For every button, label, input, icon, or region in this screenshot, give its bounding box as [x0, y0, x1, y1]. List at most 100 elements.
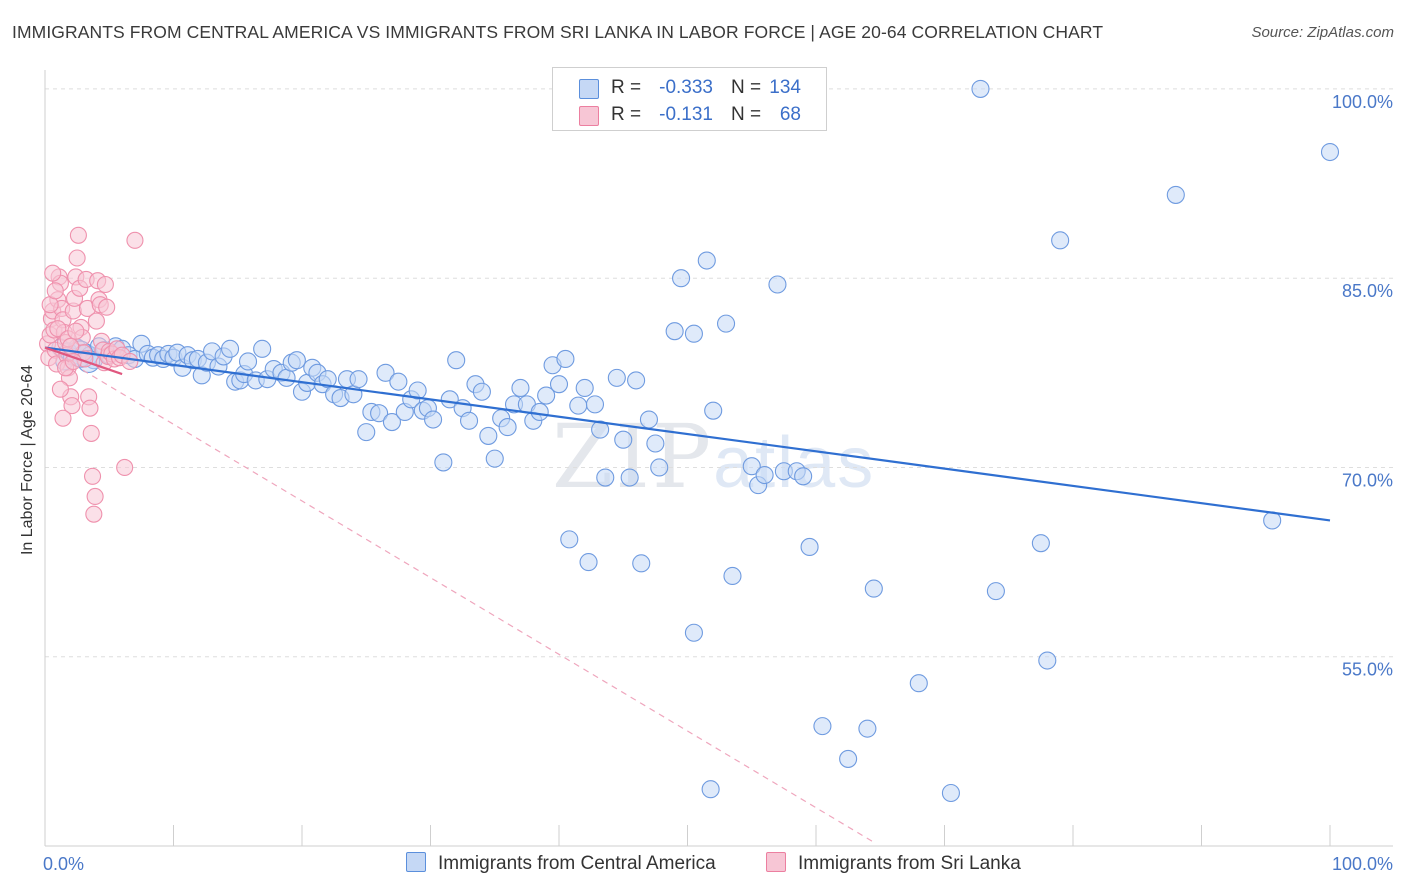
- data-point-central-america: [537, 386, 556, 405]
- data-point-central-america: [485, 449, 504, 468]
- data-point-central-america: [742, 457, 761, 476]
- series-sri-lanka-points: [39, 226, 144, 523]
- chart-title: IMMIGRANTS FROM CENTRAL AMERICA VS IMMIG…: [12, 22, 1104, 42]
- data-point-central-america: [620, 468, 639, 487]
- data-point-central-america: [672, 269, 691, 288]
- data-point-central-america: [511, 378, 530, 398]
- data-point-central-america: [1051, 231, 1070, 250]
- data-point-central-america: [858, 719, 877, 738]
- trend-line-central-america: [44, 346, 1331, 522]
- trend-line-sri-lanka: [44, 346, 123, 376]
- data-point-central-america: [639, 410, 659, 429]
- data-point-central-america: [556, 349, 575, 368]
- data-point-central-america: [382, 412, 402, 432]
- bottom-legend-swatch-blue: [406, 852, 426, 872]
- y-tick-label: 100.0%: [1332, 92, 1393, 112]
- data-point-central-america: [909, 674, 928, 693]
- data-point-central-america: [650, 458, 669, 477]
- data-point-central-america: [569, 396, 588, 415]
- data-point-central-america: [794, 467, 813, 486]
- x-tick-label: 100.0%: [1332, 854, 1393, 874]
- data-point-sri-lanka: [51, 380, 69, 398]
- data-point-central-america: [723, 566, 742, 586]
- trend-lines: [44, 346, 1331, 843]
- data-point-sri-lanka: [87, 312, 105, 330]
- data-point-sri-lanka: [46, 282, 64, 300]
- data-point-central-america: [530, 402, 549, 421]
- data-point-central-america: [684, 623, 703, 642]
- data-point-sri-lanka: [44, 264, 62, 282]
- watermark-zip: ZIP: [552, 405, 714, 508]
- data-point-sri-lanka: [63, 397, 81, 415]
- data-point-sri-lanka: [49, 320, 67, 338]
- y-tick-label: 70.0%: [1342, 470, 1393, 490]
- data-point-central-america: [941, 783, 960, 803]
- watermark: ZIPatlas: [552, 405, 875, 508]
- data-point-sri-lanka: [86, 487, 104, 506]
- data-point-central-america: [376, 363, 395, 382]
- data-point-central-america: [370, 404, 389, 423]
- data-point-central-america: [591, 420, 610, 439]
- bottom-legend-sri-lanka: Immigrants from Sri Lanka: [766, 852, 1021, 876]
- data-point-central-america: [389, 372, 408, 391]
- data-point-sri-lanka: [82, 424, 100, 442]
- data-point-central-america: [238, 352, 258, 371]
- legend-r-label: R =: [611, 104, 642, 125]
- data-point-central-america: [472, 382, 491, 401]
- x-tick-label: 0.0%: [43, 854, 84, 874]
- legend-r-label: R =: [611, 77, 642, 98]
- legend-n-value: 134: [769, 77, 801, 98]
- data-point-central-america: [813, 717, 832, 736]
- legend-swatch-blue: [579, 79, 599, 99]
- source-label: Source: ZipAtlas.com: [1251, 24, 1394, 41]
- legend-n-label: N =: [731, 104, 762, 125]
- y-tick-label: 85.0%: [1342, 281, 1393, 301]
- tick-labels: 55.0% 70.0% 85.0% 100.0% 0.0% 100.0%: [43, 92, 1393, 874]
- data-point-sri-lanka: [68, 249, 86, 267]
- data-point-central-america: [716, 314, 736, 333]
- data-point-sri-lanka: [67, 322, 85, 340]
- data-point-central-america: [596, 468, 615, 487]
- data-point-sri-lanka: [69, 226, 87, 244]
- data-point-central-america: [447, 351, 466, 370]
- bottom-legend-central-america: Immigrants from Central America: [406, 852, 716, 876]
- data-point-central-america: [1166, 185, 1185, 204]
- data-point-central-america: [971, 79, 990, 98]
- data-point-central-america: [627, 371, 646, 390]
- data-point-central-america: [575, 378, 594, 398]
- legend-r-value: -0.333: [659, 77, 713, 98]
- data-point-central-america: [697, 251, 716, 270]
- data-point-central-america: [614, 430, 633, 449]
- data-point-sri-lanka: [85, 505, 103, 523]
- data-point-central-america: [253, 339, 272, 358]
- data-point-sri-lanka: [64, 352, 82, 371]
- data-point-central-america: [1038, 651, 1057, 670]
- series-central-america-points: [51, 79, 1340, 803]
- data-point-sri-lanka: [54, 409, 72, 427]
- data-point-sri-lanka: [121, 352, 139, 371]
- data-point-central-america: [704, 401, 723, 420]
- data-point-central-america: [607, 368, 626, 387]
- data-point-central-america: [459, 411, 479, 430]
- data-point-central-america: [768, 275, 787, 294]
- data-point-central-america: [755, 465, 774, 485]
- data-point-central-america: [839, 749, 858, 768]
- data-point-central-america: [701, 780, 720, 799]
- data-point-central-america: [800, 537, 819, 557]
- data-point-central-america: [1031, 534, 1050, 553]
- data-point-central-america: [560, 530, 579, 549]
- data-point-central-america: [864, 579, 883, 598]
- data-point-sri-lanka: [116, 458, 134, 477]
- axes: [44, 70, 1393, 847]
- y-tick-label: 55.0%: [1342, 660, 1393, 680]
- bottom-legend-label: Immigrants from Sri Lanka: [798, 853, 1021, 874]
- data-point-central-america: [277, 368, 296, 387]
- data-point-central-america: [585, 395, 605, 414]
- data-point-sri-lanka: [98, 298, 116, 316]
- legend-n-value: 68: [779, 104, 801, 125]
- data-point-central-america: [986, 582, 1005, 601]
- legend-n-label: N =: [731, 77, 762, 98]
- legend-row-sri-lanka: R = -0.131 N = 68: [553, 101, 826, 129]
- data-point-central-america: [579, 553, 598, 572]
- data-point-central-america: [287, 351, 306, 370]
